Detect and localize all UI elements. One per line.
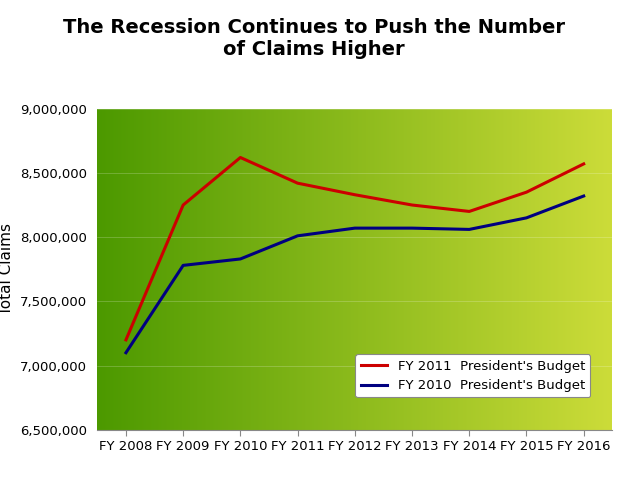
FY 2011  President's Budget xyxy=(522,189,530,195)
FY 2010  President's Budget xyxy=(237,256,244,262)
Y-axis label: Total Claims: Total Claims xyxy=(0,223,14,315)
FY 2010  President's Budget xyxy=(408,225,416,231)
FY 2010  President's Budget xyxy=(180,262,187,268)
FY 2010  President's Budget xyxy=(351,225,359,231)
FY 2010  President's Budget xyxy=(122,350,130,356)
FY 2011  President's Budget xyxy=(465,208,473,214)
FY 2010  President's Budget xyxy=(580,193,587,199)
FY 2011  President's Budget xyxy=(294,180,301,186)
Text: The Recession Continues to Push the Number
of Claims Higher: The Recession Continues to Push the Numb… xyxy=(63,18,565,59)
FY 2011  President's Budget xyxy=(351,192,359,198)
FY 2010  President's Budget xyxy=(294,233,301,239)
Line: FY 2011  President's Budget: FY 2011 President's Budget xyxy=(126,158,583,340)
FY 2010  President's Budget xyxy=(522,215,530,221)
Legend: FY 2011  President's Budget, FY 2010  President's Budget: FY 2011 President's Budget, FY 2010 Pres… xyxy=(355,354,590,398)
Line: FY 2010  President's Budget: FY 2010 President's Budget xyxy=(126,196,583,353)
FY 2011  President's Budget xyxy=(180,202,187,208)
FY 2010  President's Budget xyxy=(465,226,473,232)
FY 2011  President's Budget xyxy=(122,337,130,343)
FY 2011  President's Budget xyxy=(237,155,244,161)
FY 2011  President's Budget xyxy=(408,202,416,208)
FY 2011  President's Budget xyxy=(580,161,587,167)
